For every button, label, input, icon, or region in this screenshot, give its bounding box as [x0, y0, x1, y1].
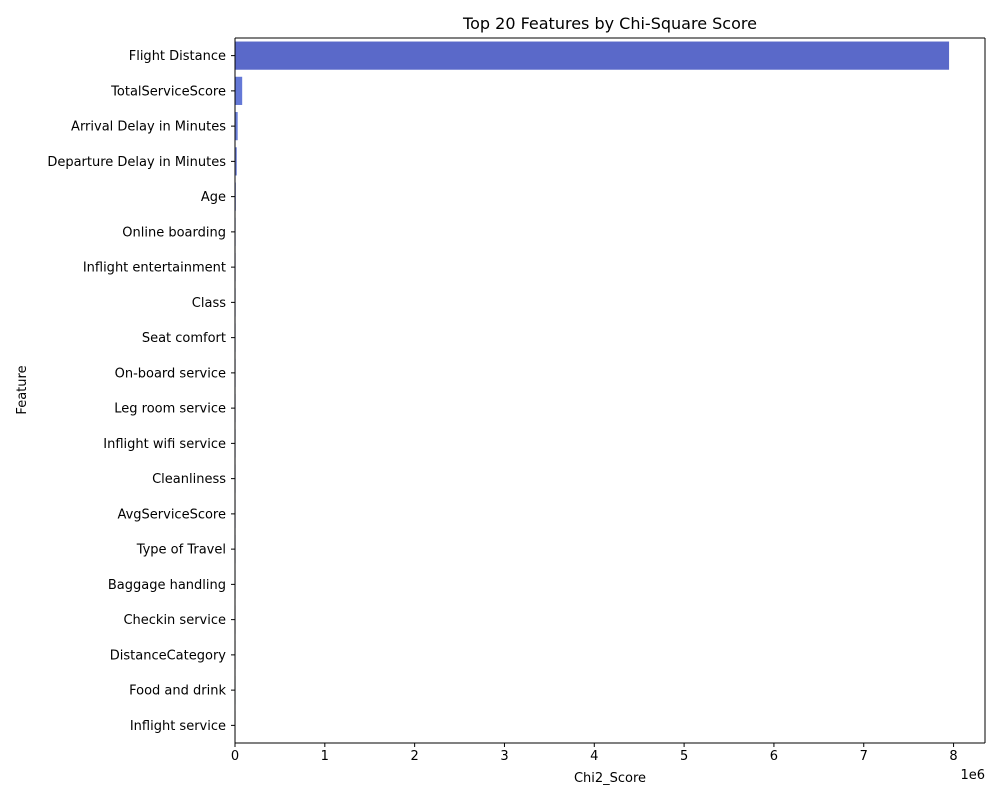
bar-2 — [235, 112, 238, 141]
x-axis-title: Chi2_Score — [574, 771, 646, 786]
bar-1 — [235, 76, 243, 105]
y-tick-label: Class — [192, 296, 226, 311]
x-tick-label: 7 — [860, 749, 868, 764]
y-tick-label: DistanceCategory — [110, 648, 227, 663]
y-tick-label: Cleanliness — [152, 472, 226, 487]
y-tick-label: Food and drink — [129, 684, 226, 699]
y-tick-label: Leg room service — [114, 402, 226, 417]
y-tick-label: Arrival Delay in Minutes — [71, 120, 226, 135]
y-tick-label: On-board service — [115, 366, 226, 381]
bar-0 — [235, 41, 950, 70]
x-tick-label: 4 — [590, 749, 598, 764]
y-tick-label: Baggage handling — [108, 578, 226, 593]
bars-layer — [235, 41, 950, 740]
x-tick-label: 3 — [500, 749, 508, 764]
y-tick-label: Online boarding — [122, 225, 226, 240]
x-axis-scale-label: 1e6 — [960, 768, 985, 783]
y-tick-label: AvgServiceScore — [117, 507, 226, 522]
y-axis-title: Feature — [15, 365, 30, 414]
y-tick-label: Type of Travel — [136, 543, 226, 558]
y-tick-label: TotalServiceScore — [110, 84, 226, 99]
x-tick-label: 2 — [411, 749, 419, 764]
chart-title: Top 20 Features by Chi-Square Score — [462, 14, 757, 33]
x-tick-label: 6 — [770, 749, 778, 764]
y-tick-label: Inflight entertainment — [83, 261, 226, 276]
y-tick-label: Seat comfort — [142, 331, 226, 346]
y-tick-label: Inflight wifi service — [103, 437, 226, 452]
x-tick-label: 0 — [231, 749, 239, 764]
x-tick-label: 8 — [949, 749, 957, 764]
y-ticks-layer: Flight Distance TotalServiceScore Arrival … — [47, 49, 235, 734]
y-tick-label: Flight Distance — [129, 49, 226, 64]
x-tick-label: 5 — [680, 749, 688, 764]
axes-layer — [234, 37, 986, 744]
x-ticks-layer: 0 1 2 3 4 5 6 7 8 — [231, 743, 958, 764]
x-tick-label: 1 — [321, 749, 329, 764]
y-tick-label: Age — [201, 190, 226, 205]
y-tick-label: Inflight service — [130, 719, 226, 734]
bar-3 — [235, 147, 237, 176]
y-tick-label: Checkin service — [123, 613, 226, 628]
y-tick-label: Departure Delay in Minutes — [47, 155, 226, 170]
